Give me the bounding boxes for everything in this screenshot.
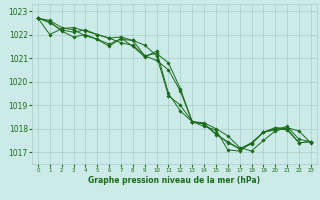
X-axis label: Graphe pression niveau de la mer (hPa): Graphe pression niveau de la mer (hPa) — [88, 176, 260, 185]
